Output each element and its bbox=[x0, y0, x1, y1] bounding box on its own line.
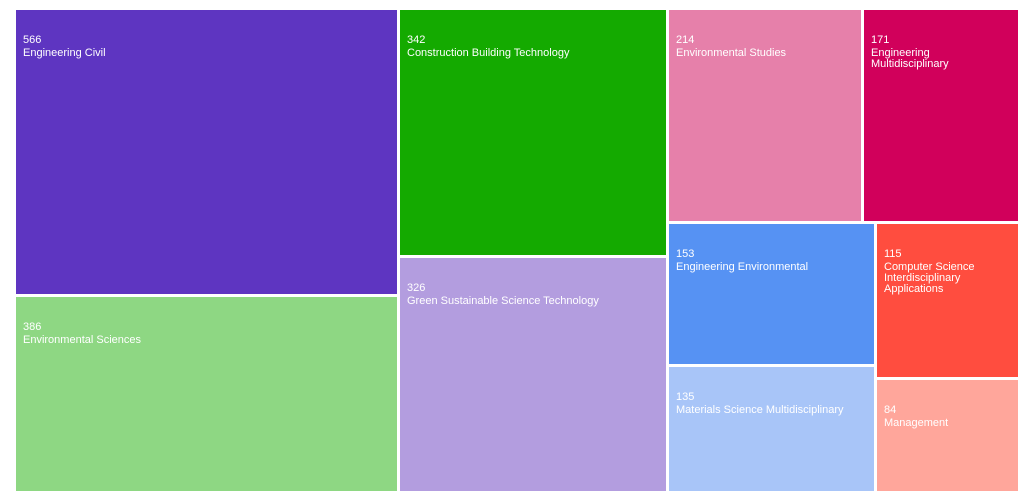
treemap-tile[interactable]: 566 Engineering Civil bbox=[16, 10, 397, 294]
tile-name: Materials Science Multidisciplinary bbox=[676, 404, 844, 416]
tile-value: 386 bbox=[23, 321, 42, 333]
tile-label: 135 Materials Science Multidisciplinary bbox=[676, 392, 868, 416]
treemap-tile[interactable]: 153 Engineering Environmental bbox=[669, 224, 874, 364]
tile-value: 566 bbox=[23, 34, 42, 46]
treemap-tile[interactable]: 214 Environmental Studies bbox=[669, 10, 861, 221]
tile-label: 153 Engineering Environmental bbox=[676, 249, 868, 273]
tile-name: Management bbox=[884, 417, 949, 429]
tile-name: Engineering Civil bbox=[23, 47, 106, 59]
tile-value: 171 bbox=[871, 34, 890, 46]
tile-label: 326 Green Sustainable Science Technology bbox=[407, 283, 660, 307]
tile-label: 386 Environmental Sciences bbox=[23, 322, 391, 346]
tile-name: Environmental Studies bbox=[676, 47, 787, 59]
tile-value: 326 bbox=[407, 282, 426, 294]
treemap-tile[interactable]: 135 Materials Science Multidisciplinary bbox=[669, 367, 874, 491]
treemap-tile[interactable]: 326 Green Sustainable Science Technology bbox=[400, 258, 666, 491]
tile-name: Construction Building Technology bbox=[407, 47, 570, 59]
tile-name: Engineering Environmental bbox=[676, 261, 809, 273]
tile-value: 135 bbox=[676, 391, 695, 403]
tile-name: Engineering Multidisciplinary bbox=[871, 47, 949, 70]
tile-value: 342 bbox=[407, 34, 426, 46]
tile-name: Green Sustainable Science Technology bbox=[407, 295, 599, 307]
tile-value: 115 bbox=[884, 248, 902, 260]
tile-value: 153 bbox=[676, 248, 695, 260]
tile-label: 566 Engineering Civil bbox=[23, 35, 391, 59]
treemap-tile[interactable]: 84 Management bbox=[877, 380, 1018, 491]
treemap-tile[interactable]: 342 Construction Building Technology bbox=[400, 10, 666, 255]
treemap-tile[interactable]: 171 Engineering Multidisciplinary bbox=[864, 10, 1018, 221]
tile-name: Computer Science Interdisciplinary Appli… bbox=[884, 261, 975, 295]
tile-value: 214 bbox=[676, 34, 695, 46]
tile-label: 342 Construction Building Technology bbox=[407, 35, 660, 59]
tile-value: 84 bbox=[884, 404, 897, 416]
treemap-tile[interactable]: 386 Environmental Sciences bbox=[16, 297, 397, 491]
tile-label: 171 Engineering Multidisciplinary bbox=[871, 35, 1012, 70]
tile-label: 84 Management bbox=[884, 405, 1012, 429]
tile-label: 214 Environmental Studies bbox=[676, 35, 855, 59]
tile-label: 115 Computer Science Interdisciplinary Ap… bbox=[884, 249, 1012, 295]
treemap-tile[interactable]: 115 Computer Science Interdisciplinary Ap… bbox=[877, 224, 1018, 377]
tile-name: Environmental Sciences bbox=[23, 334, 142, 346]
